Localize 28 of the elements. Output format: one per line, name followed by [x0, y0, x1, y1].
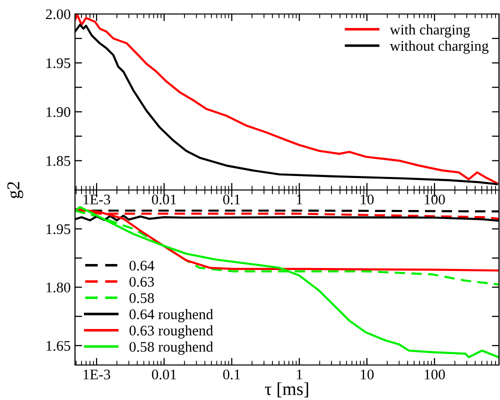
x-tick-label: 1	[296, 370, 302, 380]
y-axis-title: g2	[7, 182, 24, 198]
legend-label: 0.64 roughend	[130, 308, 214, 322]
x-tick-label: 100	[424, 194, 445, 204]
x-tick-label: 10	[360, 370, 374, 380]
x-tick-label: 10	[360, 194, 374, 204]
y-tick-label: 1.90	[46, 107, 70, 118]
legend-label: 0.64	[130, 260, 154, 271]
x-tick-label: 0.01	[152, 370, 176, 380]
legend-label: 0.58 roughend	[130, 342, 214, 355]
x-tick-label: 0.1	[223, 370, 240, 380]
x-tick-label: 1E-3	[84, 370, 110, 380]
legend-label: 0.63 roughend	[130, 325, 214, 339]
y-tick-label: 1.85	[46, 156, 70, 166]
y-tick-label: 1.95	[46, 58, 70, 68]
y-tick-label: 1.80	[46, 282, 70, 292]
y-tick-label: 2.00	[46, 9, 70, 20]
x-tick-label: 0.01	[152, 194, 176, 204]
legend-label: 0.58	[130, 293, 154, 304]
legend-label: without charging	[390, 40, 489, 54]
legend-label: 0.63	[130, 276, 154, 287]
x-tick-label: 100	[424, 370, 445, 380]
y-tick-label: 1.65	[46, 340, 70, 351]
x-tick-label: 0.1	[223, 194, 240, 204]
y-tick-label: 1.95	[46, 224, 70, 234]
x-tick-label: 1E-3	[84, 194, 110, 204]
x-axis-title: τ [ms]	[264, 382, 308, 398]
legend-label: with charging	[390, 24, 470, 38]
